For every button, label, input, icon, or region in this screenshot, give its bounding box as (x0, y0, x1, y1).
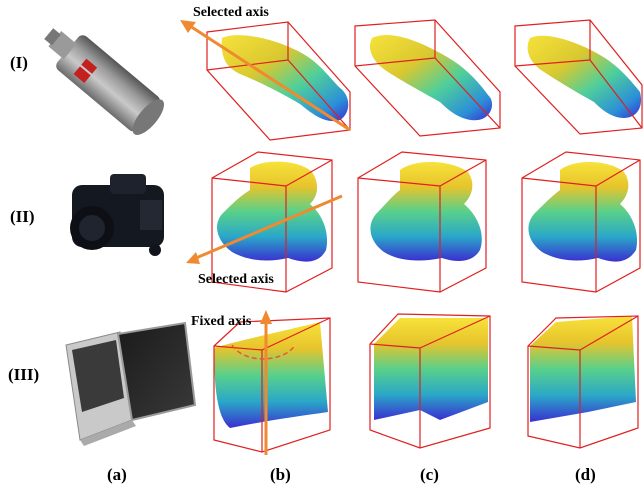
laptop-depth-c (369, 313, 491, 449)
bottle-depth-b (206, 21, 351, 141)
bottle-depth-d (514, 19, 643, 135)
selected-axis-label-2: Selected axis (198, 272, 274, 287)
laptop-photo (65, 321, 197, 446)
camera-depth-b (211, 151, 333, 293)
bottle-depth-c (354, 19, 501, 137)
laptop-depth-b (213, 317, 331, 453)
row-label-2: (II) (10, 207, 35, 226)
row-label-3: (III) (8, 365, 39, 384)
selected-axis-arrow-1 (180, 20, 351, 132)
selected-axis-arrow-2 (186, 194, 343, 264)
camera-photo (70, 174, 164, 256)
laptop-depth-d (527, 315, 639, 449)
camera-depth-d (521, 151, 641, 293)
selected-axis-label-1: Selected axis (193, 5, 269, 20)
column-label-d: (d) (575, 465, 596, 484)
fixed-axis-label: Fixed axis (191, 314, 252, 329)
column-label-b: (b) (270, 465, 291, 484)
fixed-axis-arrow (260, 310, 272, 455)
row-label-1: (I) (10, 53, 28, 72)
bottle-photo (44, 28, 165, 135)
column-label-a: (a) (107, 465, 127, 484)
column-label-c: (c) (420, 465, 439, 484)
camera-depth-c (357, 151, 487, 293)
